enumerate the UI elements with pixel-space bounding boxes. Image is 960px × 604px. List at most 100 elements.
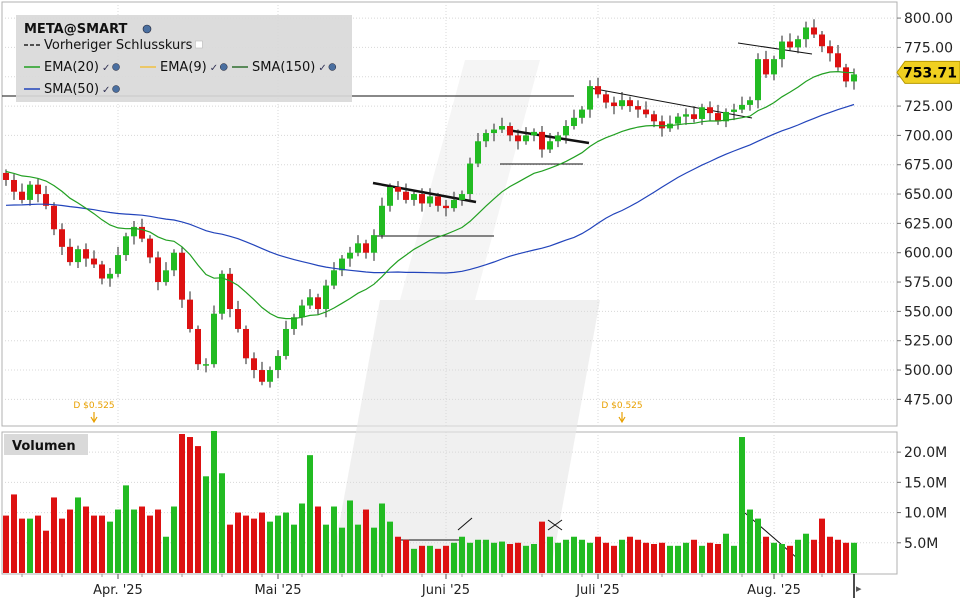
chart-legend[interactable]: META@SMART Vorheriger Schlusskurs EMA(20)…: [16, 15, 352, 102]
candle-down: [147, 238, 153, 258]
price-tick-label: 700.00: [904, 128, 953, 144]
price-tick-label: 475.00: [904, 392, 953, 408]
legend-background: [16, 15, 352, 102]
volume-bar: [707, 542, 713, 573]
candle-up: [307, 297, 313, 306]
candle-down: [443, 205, 449, 209]
volume-bar: [291, 524, 297, 573]
volume-bar: [107, 521, 113, 573]
volume-bar: [131, 509, 137, 573]
candle-up: [107, 273, 113, 279]
candle-up: [379, 205, 385, 236]
volume-bar: [851, 542, 857, 573]
settings-globe-icon: [112, 85, 120, 93]
candle-down: [603, 94, 609, 103]
volume-bar: [619, 539, 625, 573]
volume-bar: [819, 518, 825, 573]
price-tag-shape: [896, 60, 960, 84]
candle-up: [675, 116, 681, 124]
candle-down: [179, 252, 185, 300]
candle-up: [371, 235, 377, 253]
dividend-arrow-icon: [618, 412, 626, 424]
candle-up: [339, 258, 345, 271]
volume-bar: [563, 539, 569, 573]
volume-bar: [787, 545, 793, 573]
volume-tick-label: 20.0M: [904, 445, 947, 461]
dividend-arrow-icon: [90, 412, 98, 424]
candle-down: [635, 106, 641, 110]
candle-down: [67, 246, 73, 263]
candle-up: [275, 355, 281, 371]
volume-bar: [835, 539, 841, 573]
volume-bar: [699, 545, 705, 573]
visibility-check-icon: ✓: [102, 63, 110, 74]
volume-bar: [115, 509, 121, 573]
candle-down: [227, 273, 233, 310]
candle-up: [531, 131, 537, 136]
volume-tick-label: 5.0M: [904, 536, 938, 552]
month-label: Juli '25: [575, 583, 620, 598]
volume-bar: [371, 527, 377, 573]
dividend-markers: D $0.525 D $0.525: [73, 401, 643, 424]
candle-down: [787, 41, 793, 48]
time-axis: Apr. '25 Mai '25 Juni '25 Juli '25 Aug. '25: [21, 574, 823, 598]
volume-bar: [667, 545, 673, 573]
candle-down: [99, 264, 105, 279]
volume-tick-label: 15.0M: [904, 475, 947, 491]
legend-label: EMA(20): [44, 60, 99, 75]
volume-bar: [323, 524, 329, 573]
volume-bar: [507, 543, 513, 573]
volume-bar: [587, 542, 593, 573]
candle-up: [323, 285, 329, 310]
candle-up: [131, 226, 137, 237]
volume-bar: [595, 536, 601, 573]
volume-bar: [59, 518, 65, 573]
candle-down: [715, 113, 721, 122]
scroll-right-arrow-icon[interactable]: ▸: [856, 582, 862, 595]
candle-down: [763, 59, 769, 75]
volume-bar: [499, 541, 505, 573]
volume-bar: [523, 545, 529, 573]
candle-down: [395, 187, 401, 192]
moving-averages: [5, 70, 855, 320]
dividend-label: D $0.525: [601, 401, 642, 411]
volume-bar: [795, 539, 801, 573]
candle-up: [571, 117, 577, 127]
volume-bar: [467, 542, 473, 573]
candle-down: [515, 135, 521, 142]
candle-down: [155, 257, 161, 283]
candle-up: [803, 27, 809, 40]
candle-down: [643, 109, 649, 115]
volume-bar: [747, 509, 753, 573]
candle-up: [451, 199, 457, 209]
candle-down: [11, 179, 17, 192]
volume-bar: [779, 543, 785, 573]
month-label: Mai '25: [254, 583, 301, 598]
month-label: Juni '25: [421, 583, 470, 598]
price-tick-label: 800.00: [904, 11, 953, 27]
candle-up: [483, 133, 489, 142]
volume-bar: [3, 515, 9, 573]
volume-bar: [763, 536, 769, 573]
candle-down: [59, 229, 65, 247]
candle-down: [363, 243, 369, 253]
volume-bar: [147, 515, 153, 573]
dividend-label: D $0.525: [73, 401, 114, 411]
candle-up: [731, 109, 737, 112]
candle-up: [299, 305, 305, 318]
volume-bar: [171, 506, 177, 573]
volume-bar: [435, 548, 441, 573]
volume-bar: [187, 437, 193, 573]
volume-bar: [515, 542, 521, 573]
candle-down: [3, 172, 9, 180]
price-tick-label: 625.00: [904, 216, 953, 232]
candle-down: [627, 100, 633, 107]
current-price-tag: 753.71: [896, 60, 960, 84]
volume-bar: [299, 503, 305, 573]
candle-up: [267, 370, 273, 382]
volume-bar: [483, 539, 489, 573]
volume-bar: [19, 518, 25, 573]
candle-down: [539, 131, 545, 150]
volume-bar: [771, 542, 777, 573]
